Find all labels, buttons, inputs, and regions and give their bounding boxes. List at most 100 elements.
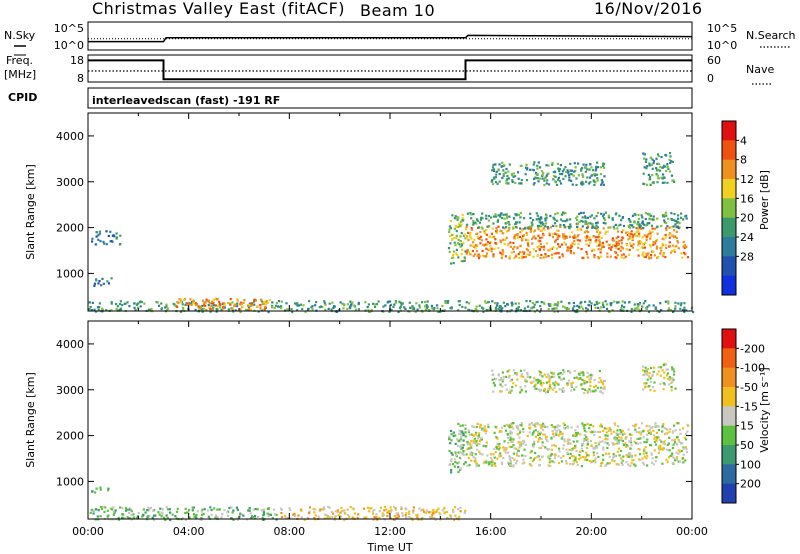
data-cell (343, 518, 346, 522)
data-cell (314, 514, 317, 517)
data-cell (253, 298, 256, 301)
data-cell (588, 304, 591, 307)
data-cell (627, 238, 630, 241)
data-cell (606, 252, 609, 255)
data-cell (512, 452, 515, 455)
data-cell (386, 514, 389, 518)
data-cell (601, 461, 604, 464)
data-cell (493, 447, 496, 450)
data-cell (529, 381, 533, 384)
data-cell (543, 248, 546, 251)
data-cell (599, 248, 602, 251)
data-cell (603, 387, 606, 390)
data-cell (667, 217, 670, 220)
data-cell (622, 229, 625, 232)
data-cell (449, 307, 452, 310)
data-cell (93, 284, 96, 287)
data-cell (370, 308, 373, 312)
data-cell (627, 453, 630, 456)
data-cell (458, 461, 461, 464)
data-cell (219, 306, 222, 309)
data-cell (494, 213, 497, 216)
data-cell (580, 169, 583, 172)
data-cell (464, 427, 467, 430)
data-cell (356, 516, 359, 520)
data-cell (376, 518, 379, 521)
data-cell (618, 239, 621, 242)
data-cell (588, 374, 591, 377)
data-cell (577, 378, 580, 381)
data-cell (670, 233, 674, 237)
data-cell (136, 306, 140, 309)
data-cell (423, 305, 427, 308)
data-cell (631, 236, 634, 239)
data-cell (544, 438, 547, 441)
data-cell (655, 456, 658, 459)
data-cell (448, 437, 451, 440)
data-cell (670, 381, 673, 384)
data-cell (565, 219, 569, 222)
data-cell (273, 306, 276, 310)
data-cell (250, 517, 253, 520)
data-cell (656, 232, 659, 235)
data-cell (647, 310, 651, 314)
data-cell (423, 510, 426, 513)
data-cell (583, 437, 586, 440)
data-cell (426, 300, 429, 303)
data-cell (622, 253, 625, 256)
data-cell (157, 304, 161, 307)
data-cell (235, 506, 238, 509)
data-cell (553, 175, 556, 178)
data-cell (522, 234, 525, 237)
data-cell (668, 158, 671, 161)
data-cell (228, 506, 231, 510)
data-cell (576, 218, 579, 222)
data-cell (616, 450, 619, 453)
data-cell (372, 512, 375, 515)
data-cell (594, 430, 597, 433)
data-cell (464, 431, 467, 434)
data-cell (506, 433, 510, 436)
data-cell (219, 303, 222, 306)
data-cell (584, 423, 587, 427)
data-cell (623, 257, 626, 260)
data-cell (223, 509, 226, 512)
data-cell (551, 372, 554, 375)
data-cell (674, 307, 677, 310)
data-cell (242, 301, 245, 304)
data-cell (533, 303, 536, 306)
data-cell (611, 237, 614, 240)
data-cell (414, 310, 417, 313)
data-cell (576, 309, 579, 312)
data-cell (410, 517, 413, 520)
data-cell (554, 232, 557, 235)
data-cell (556, 237, 559, 241)
data-cell (430, 307, 434, 310)
data-cell (457, 422, 460, 425)
data-cell (521, 237, 524, 240)
data-cell (535, 379, 538, 382)
data-cell (589, 431, 592, 434)
data-cell (455, 455, 458, 458)
data-cell (652, 243, 655, 246)
data-cell (481, 254, 484, 257)
data-cell (262, 514, 265, 517)
data-cell (455, 453, 458, 456)
data-cell (271, 304, 274, 308)
data-cell (602, 429, 605, 432)
data-cell (260, 300, 264, 303)
ytick-label: 4000 (56, 338, 84, 351)
data-cell (153, 514, 156, 517)
data-cell (110, 240, 113, 243)
data-cell (464, 461, 467, 464)
data-cell (311, 308, 314, 311)
data-cell (651, 375, 654, 378)
data-cell (668, 376, 671, 379)
data-cell (450, 439, 453, 442)
data-cell (506, 178, 509, 181)
data-cell (494, 451, 497, 454)
data-cell (646, 253, 649, 256)
data-cell (454, 461, 457, 464)
beam-title: Beam 10 (360, 1, 435, 20)
